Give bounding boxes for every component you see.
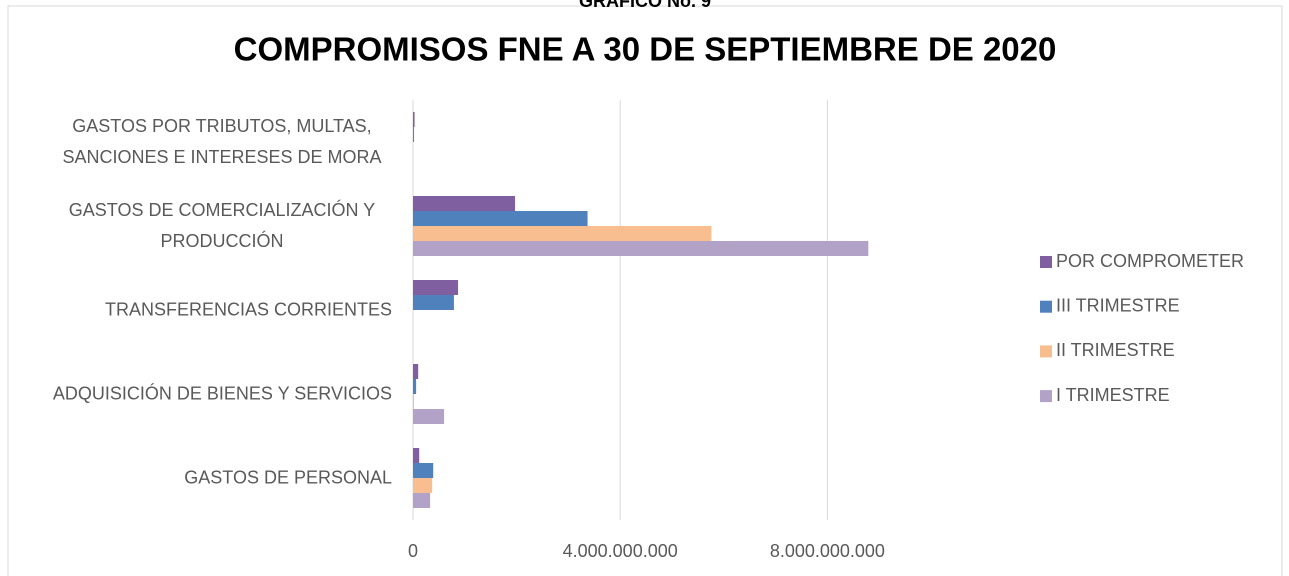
- bar: [413, 394, 415, 409]
- bar: [413, 112, 415, 127]
- bar: [413, 493, 431, 508]
- legend-swatch: [1040, 256, 1052, 268]
- x-tick-label: 4.000.000.000: [563, 541, 678, 561]
- header: GRAFICO No. 9: [579, 0, 711, 11]
- bar: [413, 409, 445, 424]
- x-tick-label: 0: [408, 541, 418, 561]
- bar: [413, 226, 712, 241]
- x-tick-label: 8.000.000.000: [770, 541, 885, 561]
- legend-swatch: [1040, 390, 1052, 403]
- category-text: GASTOS DE COMERCIALIZACIÓN Y PRODUCCIÓN: [68, 200, 376, 251]
- chart-border: [7, 5, 1283, 576]
- bar: [413, 295, 454, 310]
- legend-label: POR COMPROMETER: [1056, 251, 1244, 271]
- category-label: GASTOS POR TRIBUTOS, MULTAS, SANCIONES E…: [12, 111, 392, 173]
- bar: [413, 364, 419, 379]
- legend-swatch: [1040, 300, 1052, 313]
- category-label: GASTOS DE PERSONAL: [12, 463, 392, 494]
- chart-title: COMPROMISOS FNE A 30 DE SEPTIEMBRE DE 20…: [234, 31, 1057, 68]
- bar: [413, 478, 433, 493]
- category-label: ADQUISICIÓN DE BIENES Y SERVICIOS: [12, 379, 392, 410]
- category-label: TRANSFERENCIAS CORRIENTES: [12, 295, 392, 326]
- bar: [413, 463, 434, 478]
- bar: [413, 127, 415, 142]
- category-text: GASTOS POR TRIBUTOS, MULTAS, SANCIONES E…: [62, 116, 382, 167]
- bar: [413, 280, 459, 295]
- legend-swatch: [1040, 345, 1052, 358]
- category-text: GASTOS DE PERSONAL: [184, 467, 392, 488]
- legend-label: I TRIMESTRE: [1056, 385, 1170, 405]
- bar: [413, 196, 516, 211]
- bar: [413, 379, 417, 394]
- category-text: TRANSFERENCIAS CORRIENTES: [104, 299, 392, 320]
- bar: [413, 241, 869, 256]
- legend-label: III TRIMESTRE: [1056, 295, 1180, 315]
- category-label: GASTOS DE COMERCIALIZACIÓN Y PRODUCCIÓN: [12, 195, 392, 257]
- bar: [413, 448, 420, 463]
- category-text: ADQUISICIÓN DE BIENES Y SERVICIOS: [52, 383, 392, 404]
- legend-label: II TRIMESTRE: [1056, 340, 1175, 360]
- bar: [413, 211, 588, 226]
